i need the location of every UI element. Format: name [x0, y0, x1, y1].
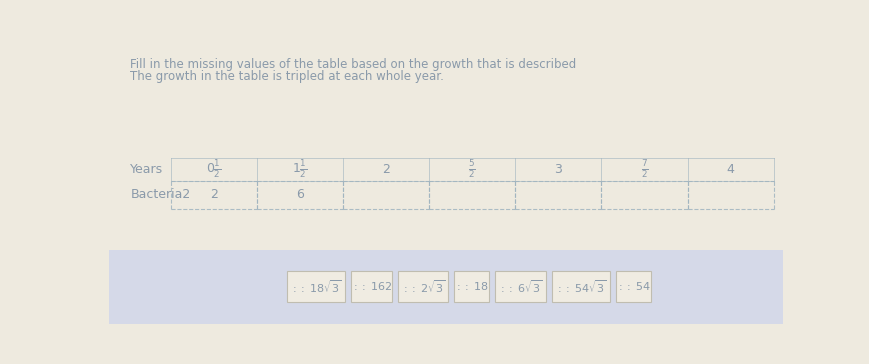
- Text: $\mathsf{::}$ $162$: $\mathsf{::}$ $162$: [350, 280, 392, 292]
- Text: $\mathsf{::}$ $54$: $\mathsf{::}$ $54$: [615, 280, 651, 292]
- FancyBboxPatch shape: [454, 271, 488, 302]
- Text: $\mathsf{::}$ $54\sqrt{3}$: $\mathsf{::}$ $54\sqrt{3}$: [554, 278, 607, 294]
- Bar: [109, 250, 782, 324]
- Text: $4$: $4$: [725, 163, 734, 176]
- Text: 6: 6: [295, 189, 303, 202]
- Text: The growth in the table is tripled at each whole year.: The growth in the table is tripled at ea…: [130, 70, 444, 83]
- Text: $\frac{7}{2}$: $\frac{7}{2}$: [640, 158, 647, 180]
- Text: Years: Years: [130, 163, 163, 176]
- FancyBboxPatch shape: [287, 271, 345, 302]
- Text: Fill in the missing values of the table based on the growth that is described: Fill in the missing values of the table …: [130, 58, 576, 71]
- Text: $1\frac{1}{2}$: $1\frac{1}{2}$: [292, 158, 308, 180]
- Text: Bacteria2: Bacteria2: [130, 189, 190, 202]
- Text: $\mathsf{::}$ $18$: $\mathsf{::}$ $18$: [454, 280, 489, 292]
- Text: $0\frac{1}{2}$: $0\frac{1}{2}$: [206, 158, 222, 180]
- Text: $\mathsf{::}$ $6\sqrt{3}$: $\mathsf{::}$ $6\sqrt{3}$: [498, 278, 542, 294]
- FancyBboxPatch shape: [615, 271, 651, 302]
- Text: $2$: $2$: [381, 163, 390, 176]
- Text: $\mathsf{::}$ $18\sqrt{3}$: $\mathsf{::}$ $18\sqrt{3}$: [290, 278, 342, 294]
- FancyBboxPatch shape: [351, 271, 391, 302]
- Text: $\frac{5}{2}$: $\frac{5}{2}$: [468, 158, 475, 180]
- Text: $3$: $3$: [554, 163, 562, 176]
- Text: 2: 2: [209, 189, 217, 202]
- FancyBboxPatch shape: [397, 271, 448, 302]
- FancyBboxPatch shape: [495, 271, 545, 302]
- FancyBboxPatch shape: [552, 271, 609, 302]
- Text: $\mathsf{::}$ $2\sqrt{3}$: $\mathsf{::}$ $2\sqrt{3}$: [401, 278, 445, 294]
